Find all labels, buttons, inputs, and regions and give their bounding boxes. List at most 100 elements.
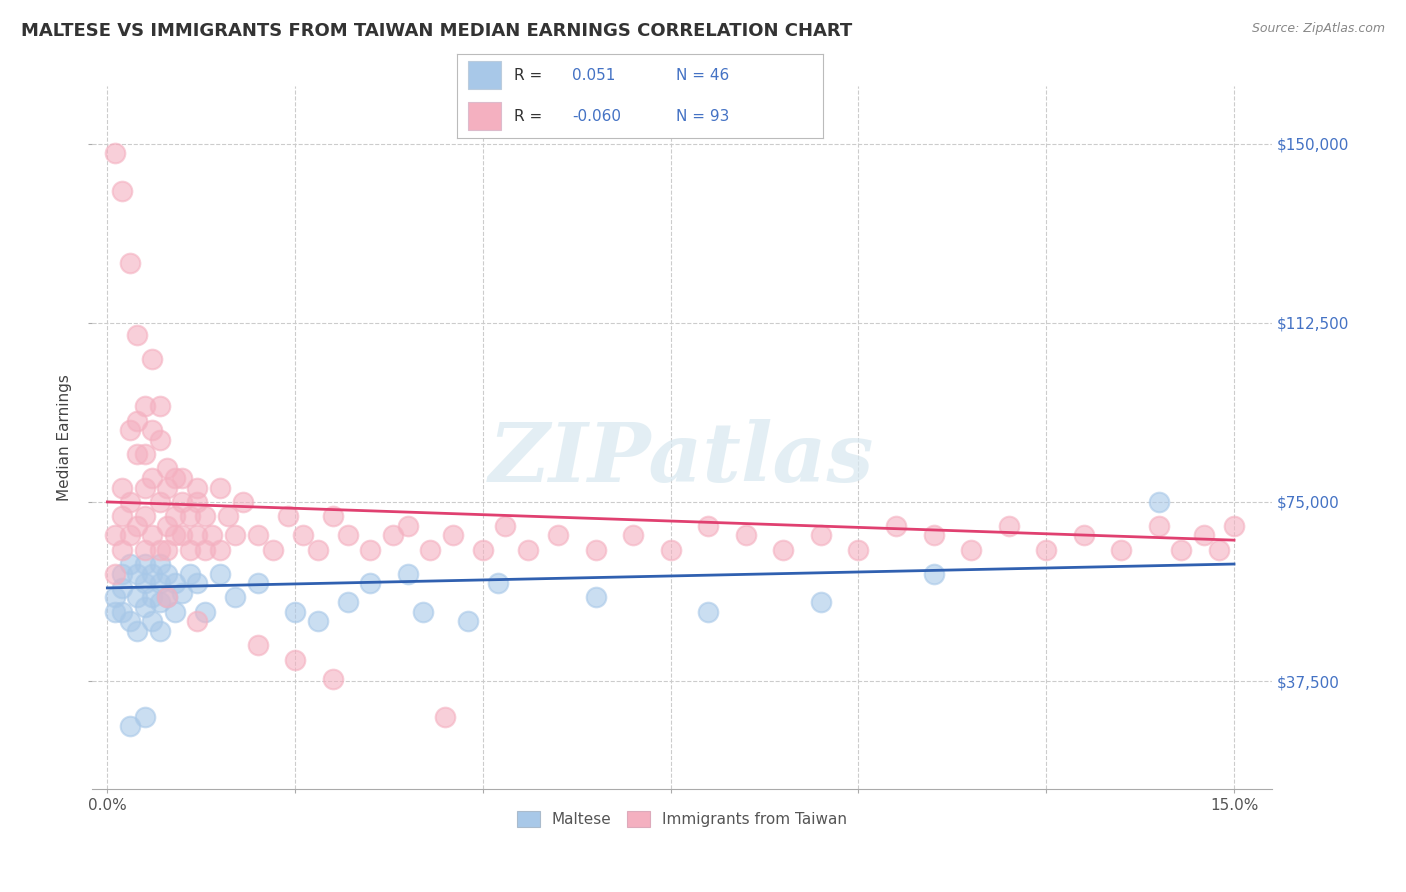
Point — [134, 542, 156, 557]
Point — [1073, 528, 1095, 542]
Point — [104, 566, 127, 581]
Point — [172, 471, 194, 485]
Point — [149, 576, 172, 591]
Point — [1147, 495, 1170, 509]
Point — [291, 528, 314, 542]
Point — [186, 495, 208, 509]
Point — [134, 447, 156, 461]
Point — [359, 576, 381, 591]
Point — [457, 615, 479, 629]
Point — [118, 719, 141, 733]
Point — [149, 542, 172, 557]
Point — [127, 414, 149, 428]
Point — [246, 528, 269, 542]
Point — [884, 518, 907, 533]
Point — [111, 581, 134, 595]
Point — [111, 605, 134, 619]
Point — [307, 542, 329, 557]
Point — [322, 509, 344, 524]
Point — [141, 615, 163, 629]
Point — [697, 518, 720, 533]
Text: N = 46: N = 46 — [676, 68, 730, 83]
Point — [163, 605, 186, 619]
Point — [246, 638, 269, 652]
Point — [1223, 518, 1246, 533]
Point — [149, 595, 172, 609]
Point — [104, 591, 127, 605]
Point — [134, 400, 156, 414]
Point — [141, 351, 163, 366]
Point — [163, 471, 186, 485]
Point — [396, 518, 419, 533]
Point — [141, 423, 163, 437]
Point — [960, 542, 983, 557]
Text: Source: ZipAtlas.com: Source: ZipAtlas.com — [1251, 22, 1385, 36]
Point — [141, 591, 163, 605]
Point — [127, 327, 149, 342]
Point — [118, 557, 141, 571]
Point — [149, 433, 172, 447]
Text: -0.060: -0.060 — [572, 109, 621, 124]
Point — [1170, 542, 1192, 557]
Point — [208, 481, 231, 495]
Point — [179, 566, 201, 581]
Point — [336, 595, 359, 609]
Point — [284, 652, 307, 666]
FancyBboxPatch shape — [468, 102, 501, 130]
Point — [134, 481, 156, 495]
Point — [186, 576, 208, 591]
Point — [156, 481, 179, 495]
Point — [284, 605, 307, 619]
FancyBboxPatch shape — [468, 62, 501, 89]
Point — [127, 447, 149, 461]
Point — [262, 542, 284, 557]
Point — [1147, 518, 1170, 533]
Point — [172, 585, 194, 599]
Point — [149, 557, 172, 571]
Point — [1111, 542, 1133, 557]
Point — [134, 600, 156, 615]
Point — [163, 528, 186, 542]
Point — [322, 672, 344, 686]
Point — [277, 509, 299, 524]
Point — [224, 591, 246, 605]
Point — [997, 518, 1019, 533]
Point — [172, 495, 194, 509]
Point — [111, 542, 134, 557]
Point — [194, 509, 217, 524]
Point — [127, 566, 149, 581]
Point — [156, 461, 179, 475]
Point — [104, 146, 127, 161]
Point — [111, 185, 134, 199]
Point — [381, 528, 404, 542]
Point — [156, 591, 179, 605]
Point — [156, 566, 179, 581]
Point — [441, 528, 464, 542]
Point — [141, 566, 163, 581]
Point — [104, 605, 127, 619]
Point — [922, 528, 945, 542]
Point — [307, 615, 329, 629]
Point — [127, 591, 149, 605]
Point — [186, 528, 208, 542]
Point — [246, 576, 269, 591]
Point — [772, 542, 794, 557]
Point — [104, 528, 127, 542]
Point — [118, 256, 141, 270]
Point — [179, 542, 201, 557]
Point — [149, 495, 172, 509]
Point — [111, 509, 134, 524]
Point — [621, 528, 644, 542]
Point — [149, 400, 172, 414]
Point — [494, 518, 516, 533]
Point — [118, 423, 141, 437]
Point — [201, 528, 224, 542]
Point — [118, 528, 141, 542]
Text: R =: R = — [513, 68, 541, 83]
Point — [359, 542, 381, 557]
Point — [111, 566, 134, 581]
Point — [141, 528, 163, 542]
Text: 0.051: 0.051 — [572, 68, 616, 83]
Point — [208, 566, 231, 581]
Point — [156, 542, 179, 557]
